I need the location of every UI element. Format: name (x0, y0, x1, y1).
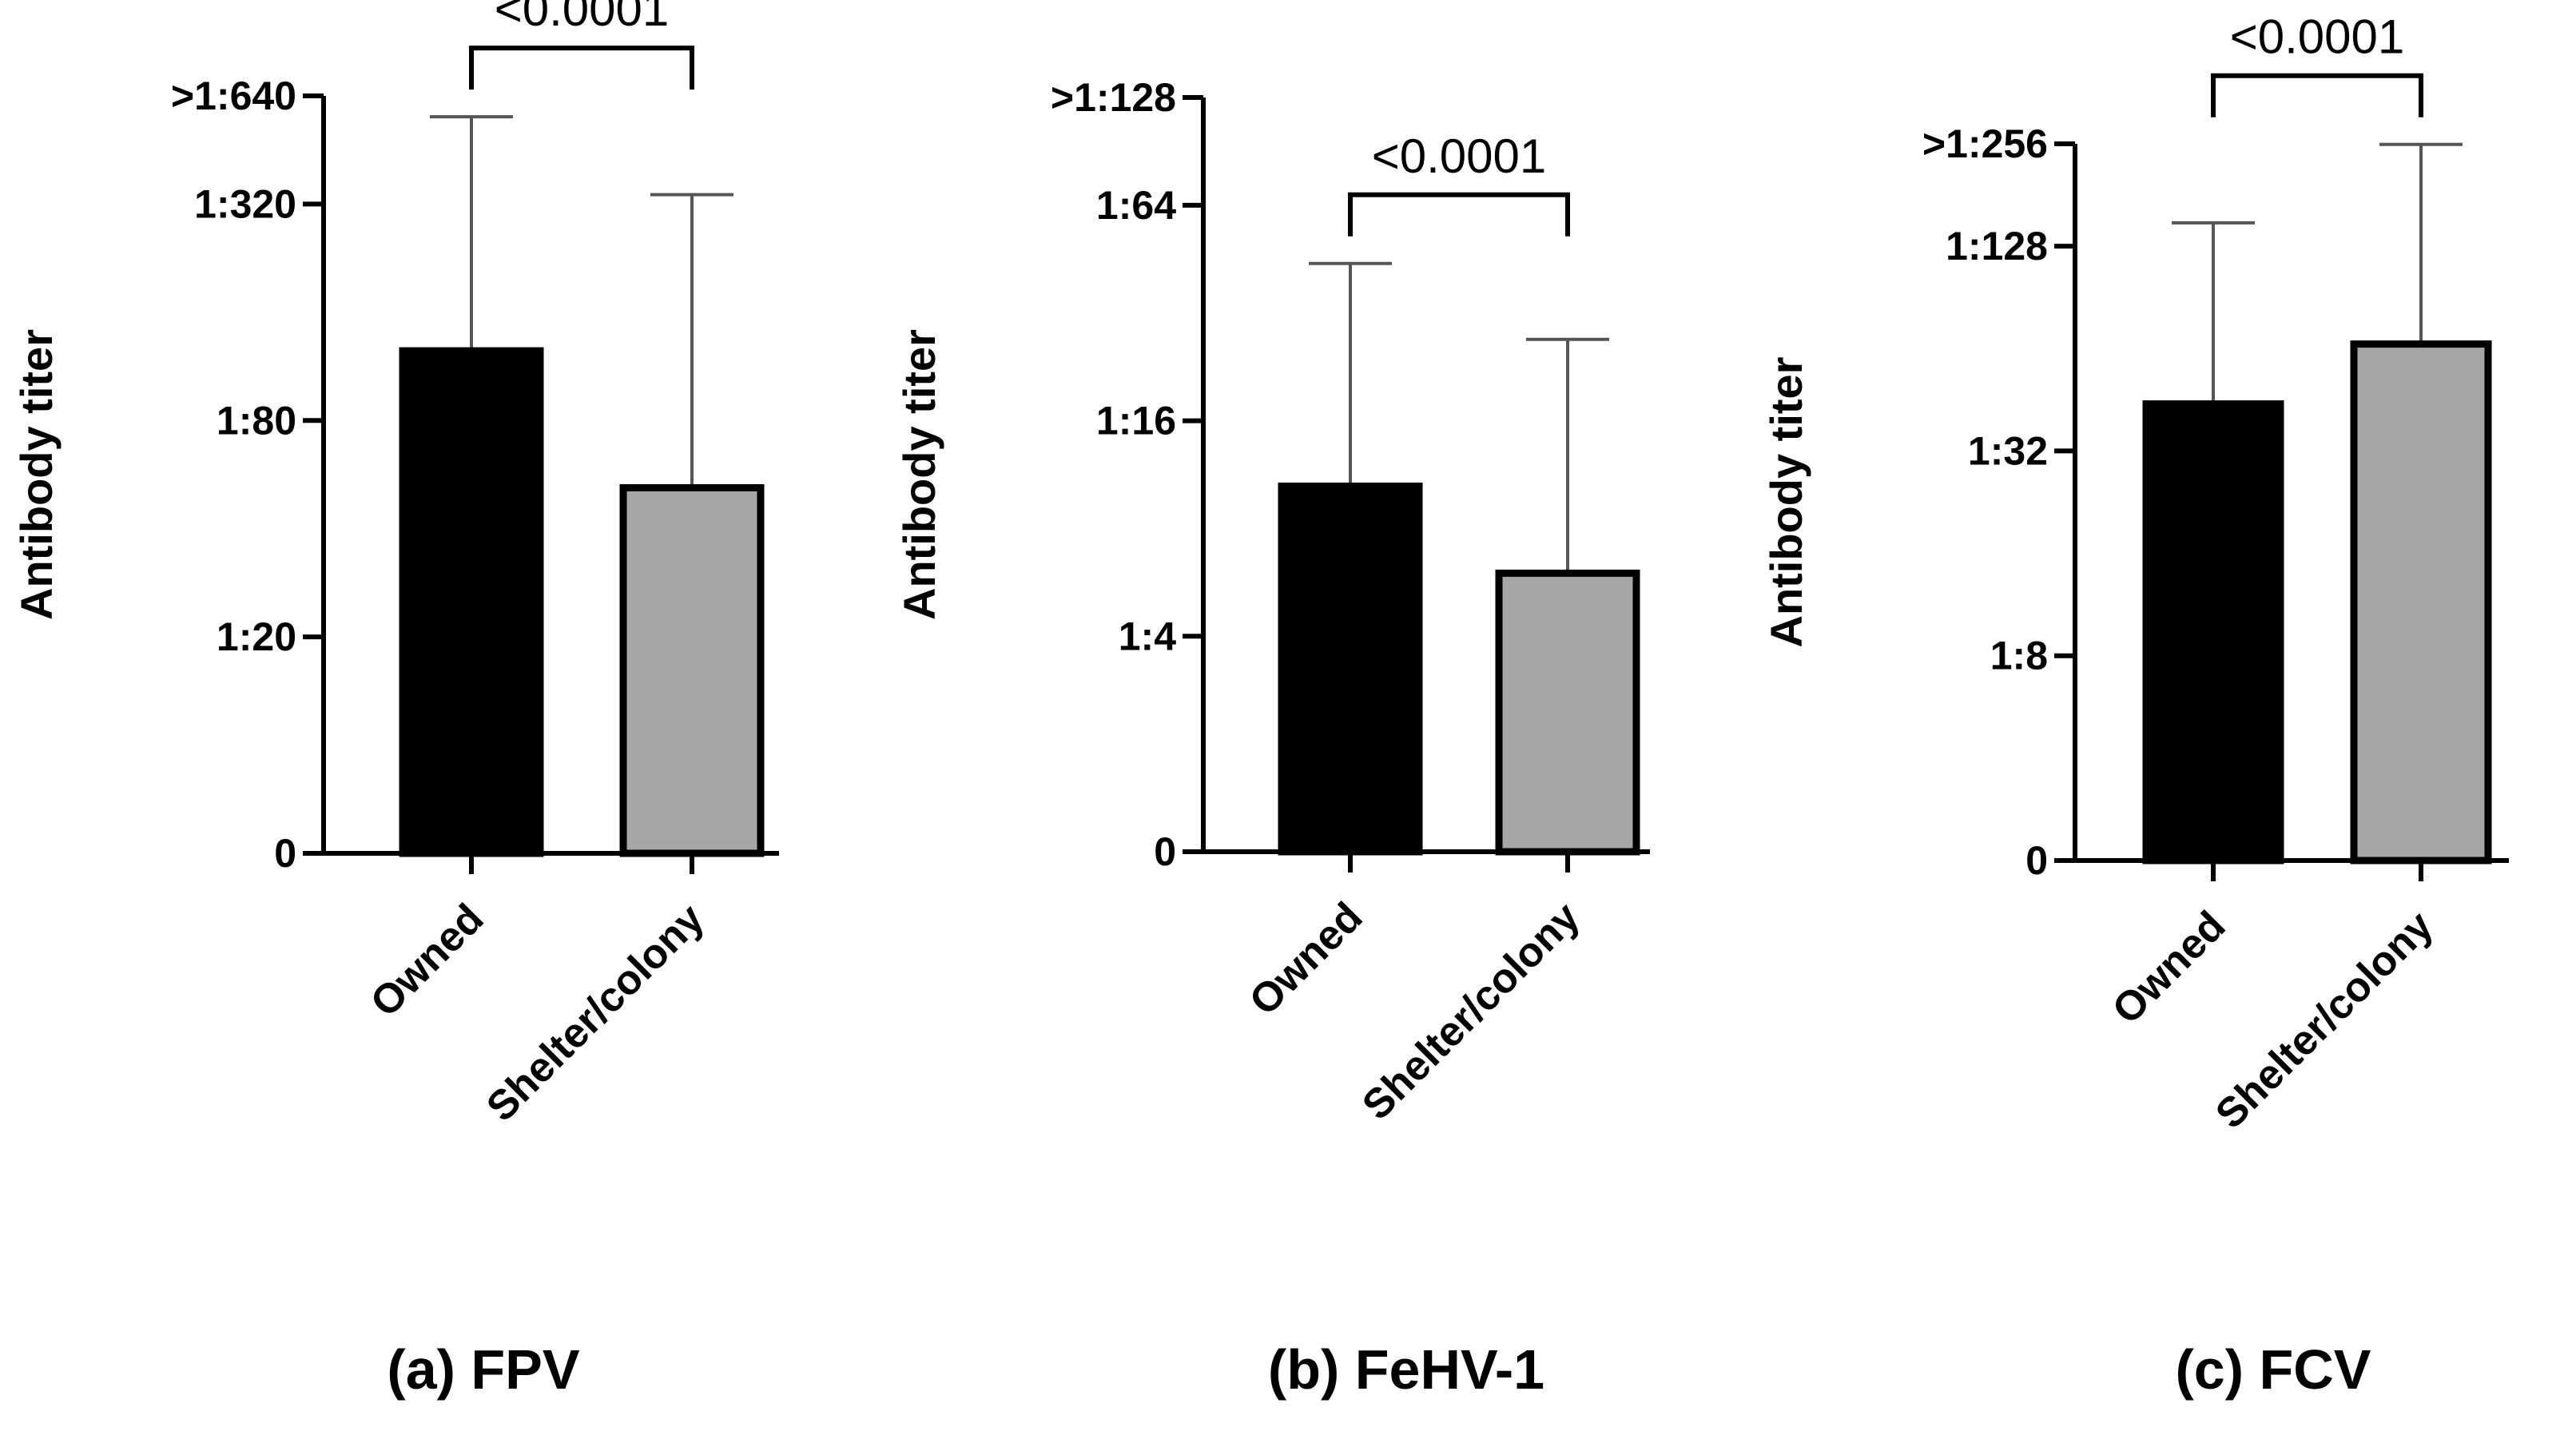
bar-owned (1278, 483, 1423, 856)
y-tick-label: 1:16 (1096, 399, 1176, 443)
significance-bracket (2211, 73, 2423, 117)
significance-p-value: <0.0001 (1372, 129, 1547, 183)
x-category-label: Shelter/colony (2207, 902, 2442, 1137)
y-tick-label: 1:320 (194, 181, 296, 226)
bar-shelter-colony (2350, 340, 2492, 865)
y-tick-label: 1:80 (217, 398, 296, 443)
y-tick-label: >1:128 (1051, 75, 1176, 120)
x-category-label: Shelter/colony (1354, 893, 1588, 1128)
y-tick-label: 1:32 (1968, 428, 2048, 473)
x-category-label: Owned (362, 895, 493, 1026)
y-tick-label: 0 (1154, 829, 1176, 874)
significance-p-value: <0.0001 (2230, 10, 2405, 64)
y-tick-label: >1:256 (1922, 121, 2048, 166)
x-category-label: Owned (2104, 902, 2235, 1033)
y-tick-label: 1:4 (1119, 614, 1176, 658)
x-category-label: Shelter/colony (478, 895, 713, 1130)
y-tick-label: 1:20 (217, 614, 296, 659)
chart-panel-2: 0 1:4 1:16 1:64 >1:128 Antibody titer OwnedShe… (894, 75, 1650, 1401)
bar-shelter-colony (619, 483, 765, 857)
significance-bracket (469, 46, 694, 90)
significance-p-value: <0.0001 (495, 0, 670, 36)
y-axis-label: Antibody titer (11, 329, 62, 620)
y-tick-label: 1:128 (1946, 224, 2048, 268)
y-tick-label: 0 (2025, 838, 2048, 883)
y-axis-label: Antibody titer (894, 329, 944, 620)
panel-caption: (b) FeHV-1 (1268, 1338, 1544, 1401)
y-tick-label: 0 (274, 831, 296, 876)
y-tick-label: 1:8 (1990, 634, 2048, 678)
chart-panel-1: 0 1:20 1:80 1:320 >1:640 Antibody titer OwnedS… (11, 0, 779, 1401)
y-tick-label: >1:640 (171, 74, 296, 118)
x-category-label: Owned (1241, 893, 1372, 1024)
bar-owned (2142, 400, 2284, 865)
panel-caption: (a) FPV (387, 1338, 579, 1401)
y-tick-label: 1:64 (1096, 183, 1176, 228)
y-axis-label: Antibody titer (1761, 357, 1811, 648)
bar-owned (399, 347, 544, 857)
bar-shelter-colony (1495, 569, 1640, 856)
significance-bracket (1348, 192, 1570, 237)
panel-caption: (c) FCV (2176, 1338, 2371, 1401)
chart-panel-3: 0 1:8 1:32 1:128 >1:256 Antibody titer OwnedSh… (1761, 10, 2509, 1401)
